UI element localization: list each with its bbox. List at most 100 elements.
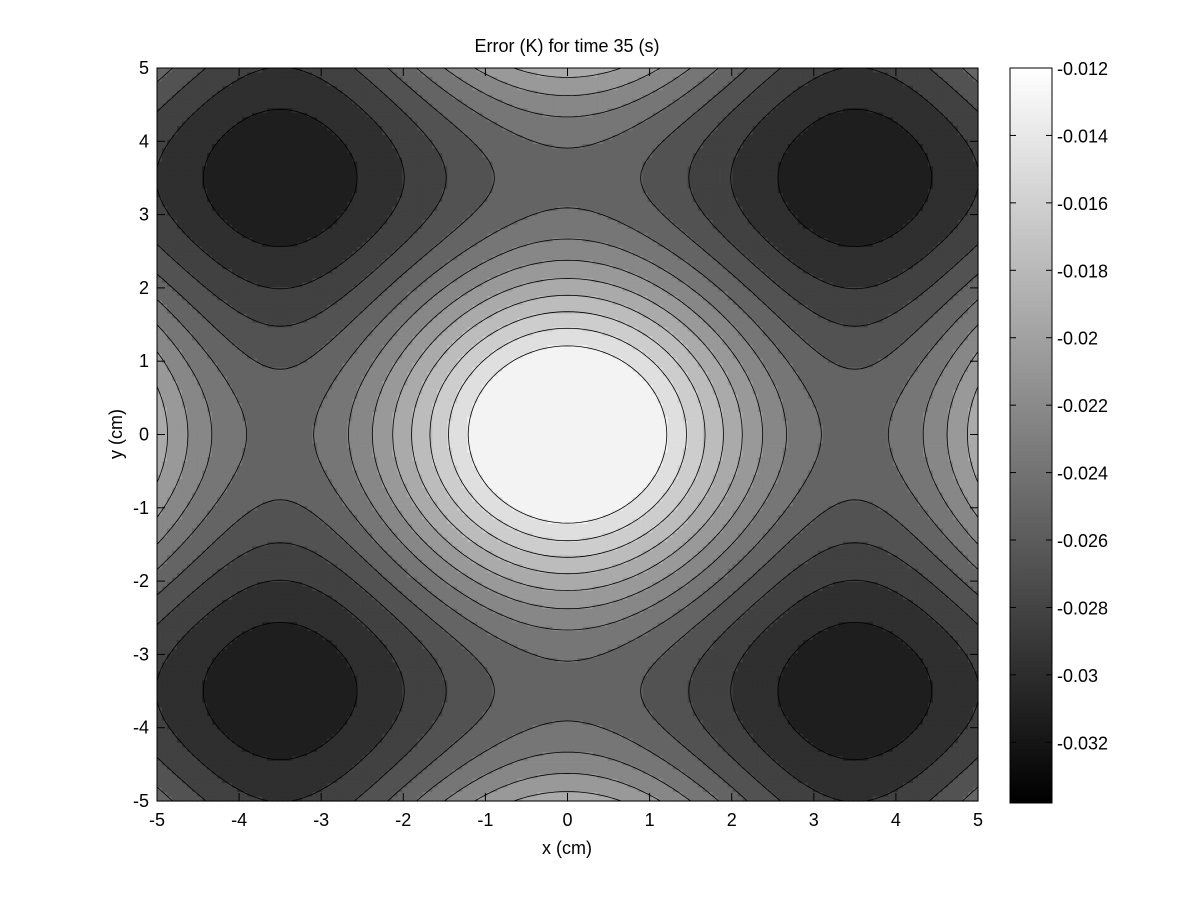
contour-cell: [972, 68, 979, 74]
contour-cell: [857, 76, 864, 83]
contour-cell: [407, 85, 413, 91]
contour-cell: [712, 121, 719, 127]
contour-cell: [737, 117, 744, 123]
contour-cell: [332, 202, 338, 208]
contour-cell: [657, 112, 664, 118]
contour-cell: [732, 148, 739, 154]
contour-cell: [597, 121, 604, 127]
contour-cell: [562, 197, 569, 203]
contour-cell: [782, 112, 789, 118]
contour-cell: [832, 72, 839, 78]
contour-cell: [352, 130, 358, 136]
contour-cell: [867, 152, 874, 158]
contour-cell: [477, 175, 483, 181]
contour-cell: [157, 139, 163, 145]
contour-cell: [697, 108, 704, 114]
contour-cell: [372, 170, 378, 176]
contour-cell: [732, 117, 739, 123]
contour-cell: [857, 72, 864, 78]
contour-cell: [172, 108, 178, 114]
contour-cell: [387, 197, 393, 203]
contour-cell: [522, 179, 529, 185]
contour-cell: [952, 197, 959, 203]
contour-cell: [767, 193, 774, 199]
contour-cell: [647, 68, 654, 74]
contour-cell: [462, 81, 468, 87]
contour-cell: [657, 139, 664, 145]
contour-cell: [642, 121, 649, 127]
contour-cell: [272, 94, 278, 100]
contour-cell: [842, 121, 849, 127]
contour-cell: [232, 161, 238, 167]
contour-cell: [567, 81, 574, 87]
contour-cell: [222, 197, 228, 203]
contour-cell: [832, 135, 839, 141]
contour-cell: [307, 103, 313, 109]
contour-cell: [362, 193, 368, 199]
contour-cell: [382, 157, 388, 163]
contour-cell: [257, 103, 263, 109]
contour-cell: [907, 126, 914, 132]
contour-cell: [662, 130, 669, 136]
contour-cell: [307, 126, 313, 132]
contour-cell: [702, 108, 709, 114]
contour-cell: [202, 117, 208, 123]
contour-cell: [292, 188, 298, 194]
contour-cell: [257, 170, 263, 176]
contour-cell: [617, 143, 624, 150]
contour-cell: [362, 112, 368, 118]
contour-cell: [307, 108, 313, 114]
contour-cell: [427, 103, 433, 109]
contour-cell: [512, 135, 519, 141]
contour-cell: [787, 184, 794, 190]
contour-cell: [912, 112, 919, 118]
contour-cell: [577, 130, 584, 136]
contour-cell: [172, 99, 178, 105]
contour-cell: [802, 188, 809, 194]
contour-cell: [892, 157, 899, 163]
contour-cell: [632, 85, 639, 91]
contour-cell: [887, 121, 894, 127]
contour-cell: [182, 121, 188, 127]
contour-cell: [232, 126, 238, 132]
contour-cell: [777, 197, 784, 203]
contour-cell: [972, 121, 979, 127]
contour-cell: [357, 130, 363, 136]
contour-cell: [357, 197, 363, 203]
contour-cell: [337, 143, 343, 150]
contour-cell: [392, 143, 398, 150]
contour-cell: [532, 179, 539, 185]
contour-cell: [782, 135, 789, 141]
contour-cell: [262, 193, 268, 199]
contour-cell: [782, 161, 789, 167]
contour-cell: [282, 112, 288, 118]
contour-cell: [932, 117, 939, 123]
contour-cell: [922, 170, 929, 176]
contour-cell: [847, 166, 854, 172]
contour-cell: [497, 108, 504, 114]
contour-cell: [207, 202, 213, 208]
contour-cell: [577, 197, 584, 203]
contour-cell: [532, 112, 539, 118]
contour-cell: [322, 202, 328, 208]
contour-cell: [597, 157, 604, 163]
contour-cell: [272, 175, 278, 181]
contour-cell: [817, 81, 824, 87]
contour-cell: [177, 99, 183, 105]
contour-cell: [602, 161, 609, 167]
contour-cell: [512, 130, 519, 136]
contour-cell: [672, 161, 679, 167]
contour-cell: [962, 148, 969, 154]
contour-cell: [392, 81, 398, 87]
contour-cell: [507, 117, 514, 123]
contour-cell: [467, 166, 473, 172]
contour-cell: [547, 90, 554, 96]
contour-cell: [572, 139, 579, 145]
contour-cell: [637, 166, 644, 172]
contour-cell: [392, 112, 398, 118]
contour-cell: [632, 72, 639, 78]
contour-cell: [187, 202, 193, 208]
contour-cell: [232, 90, 238, 96]
contour-cell: [692, 121, 699, 127]
contour-cell: [497, 188, 504, 194]
